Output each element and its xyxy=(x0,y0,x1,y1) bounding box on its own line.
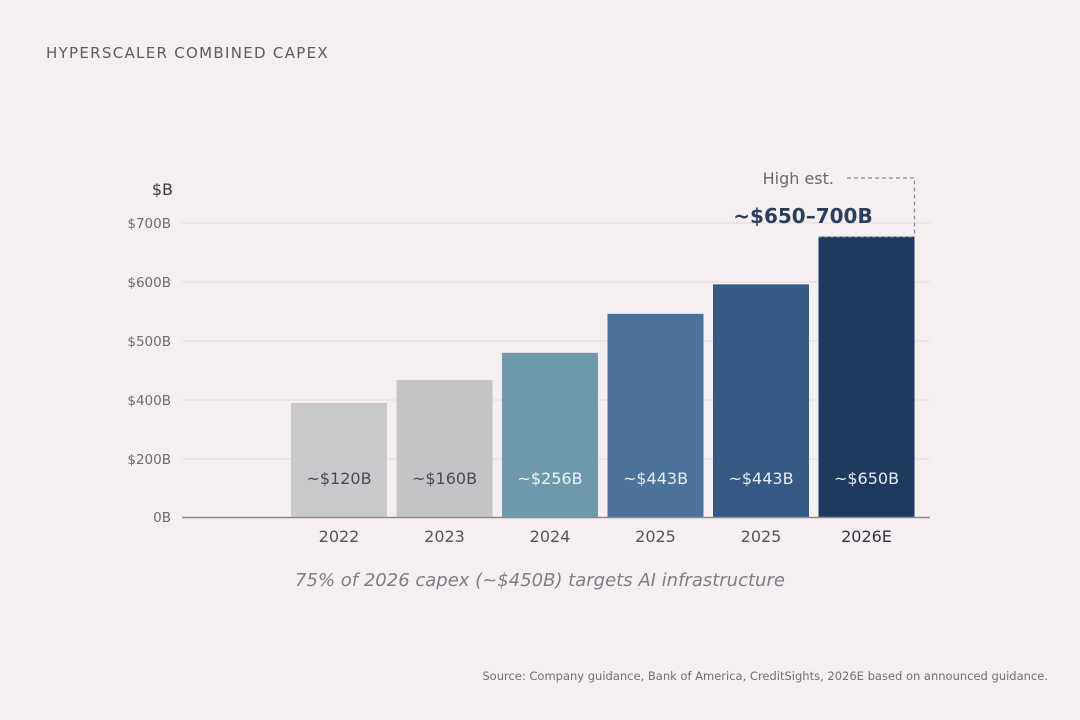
y-tick-label: $400B xyxy=(127,393,171,409)
high-estimate-bracket xyxy=(847,177,916,237)
bar-value-label: ~$650B xyxy=(834,469,899,488)
page-title: HYPERSCALER COMBINED CAPEX xyxy=(46,44,329,62)
source-note: Source: Company guidance, Bank of Americ… xyxy=(482,669,1048,683)
x-tick-label: 2025 xyxy=(741,527,782,546)
bar xyxy=(396,379,493,517)
bar-value-label: ~$160B xyxy=(412,469,477,488)
bar-value-label: ~$256B xyxy=(517,469,582,488)
y-tick-label: $500B xyxy=(127,334,171,350)
x-tick-label: 2024 xyxy=(530,527,571,546)
y-axis-label: $B xyxy=(152,180,173,199)
y-tick-label: $700B xyxy=(127,216,171,232)
bar-value-label: ~$120B xyxy=(306,469,371,488)
x-axis-categories: 2022 2023 2024 2025 2025 2026E xyxy=(319,527,892,546)
chart-footnote: 75% of 2026 capex (~$450B) targets AI in… xyxy=(295,570,785,591)
x-tick-label: 2025 xyxy=(635,527,676,546)
bar-value-label: ~$443B xyxy=(728,469,793,488)
bar-value-label: ~$443B xyxy=(623,469,688,488)
x-tick-label: 2022 xyxy=(319,527,360,546)
high-estimate-label: High est. xyxy=(763,169,834,188)
range-label: ~$650–700B xyxy=(733,204,872,228)
bar xyxy=(291,402,387,517)
y-axis-ticks: 0B $200B $400B $500B $600B $700B xyxy=(127,216,171,526)
y-tick-label: $600B xyxy=(127,275,171,291)
y-tick-label: $200B xyxy=(127,452,171,468)
x-tick-label: 2026E xyxy=(841,527,892,546)
x-tick-label: 2023 xyxy=(424,527,465,546)
bars: ~$120B ~$160B ~$256B ~$443B ~$443B ~$650B xyxy=(291,236,915,517)
y-tick-label: 0B xyxy=(153,510,171,526)
bar xyxy=(713,284,809,517)
bar xyxy=(502,352,598,517)
high-estimate-annotation: High est. ~$650–700B xyxy=(733,169,916,238)
bar xyxy=(607,313,704,517)
bar xyxy=(818,236,915,517)
